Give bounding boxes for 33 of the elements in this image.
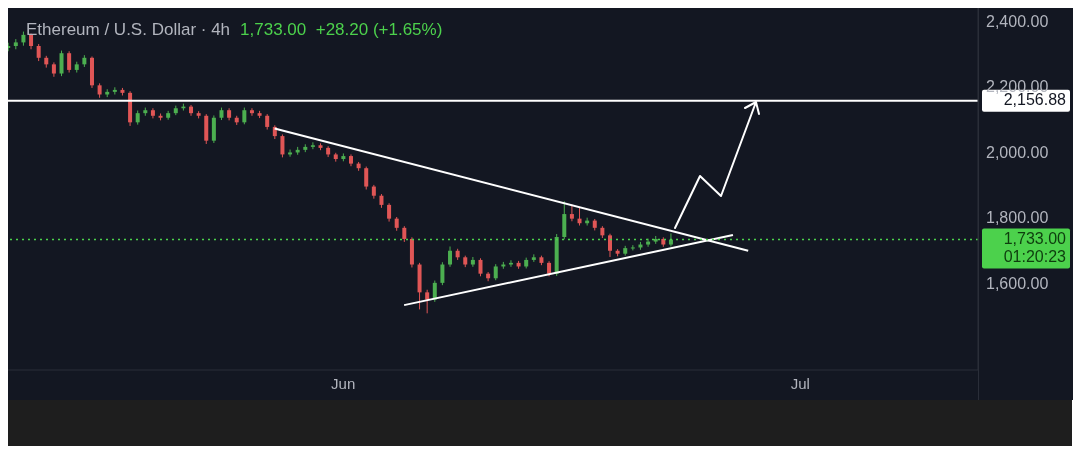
candlestick bbox=[562, 200, 567, 240]
candlestick bbox=[364, 166, 369, 190]
candlestick bbox=[508, 259, 513, 268]
candlestick bbox=[630, 244, 635, 251]
candlestick bbox=[249, 107, 254, 117]
text: Ethereum / U.S. Dollar · 4h bbox=[26, 20, 231, 39]
candlestick bbox=[280, 133, 285, 158]
text: 01:20:23 bbox=[1003, 247, 1067, 265]
candlestick bbox=[387, 202, 392, 223]
y-tick-label: 2,000.00 bbox=[986, 143, 1049, 161]
candlestick bbox=[189, 104, 194, 117]
candlestick bbox=[59, 50, 64, 77]
candlestick bbox=[67, 50, 72, 74]
y-tick-label: 1,800.00 bbox=[986, 209, 1049, 227]
candlestick bbox=[211, 114, 216, 144]
ref-line-label: 1,733.00 bbox=[1003, 229, 1067, 247]
candlestick bbox=[425, 289, 430, 314]
x-tick-label: Jul bbox=[790, 374, 810, 392]
candlestick bbox=[646, 238, 651, 248]
candlestick bbox=[310, 141, 315, 150]
candlestick bbox=[288, 149, 293, 158]
x-tick-label: Jun bbox=[331, 374, 356, 392]
y-tick-label: 1,600.00 bbox=[986, 274, 1049, 292]
candlestick bbox=[470, 256, 475, 268]
candlestick bbox=[432, 280, 437, 303]
candlestick bbox=[440, 261, 445, 286]
y-tick-label: 2,400.00 bbox=[986, 12, 1049, 30]
candlestick bbox=[668, 232, 673, 247]
candlestick bbox=[448, 245, 453, 268]
candlestick bbox=[326, 145, 331, 158]
candlestick bbox=[569, 204, 574, 222]
candlestick bbox=[478, 257, 483, 277]
text: 1,733.00 +28.20 (+1.65%) bbox=[240, 20, 443, 39]
